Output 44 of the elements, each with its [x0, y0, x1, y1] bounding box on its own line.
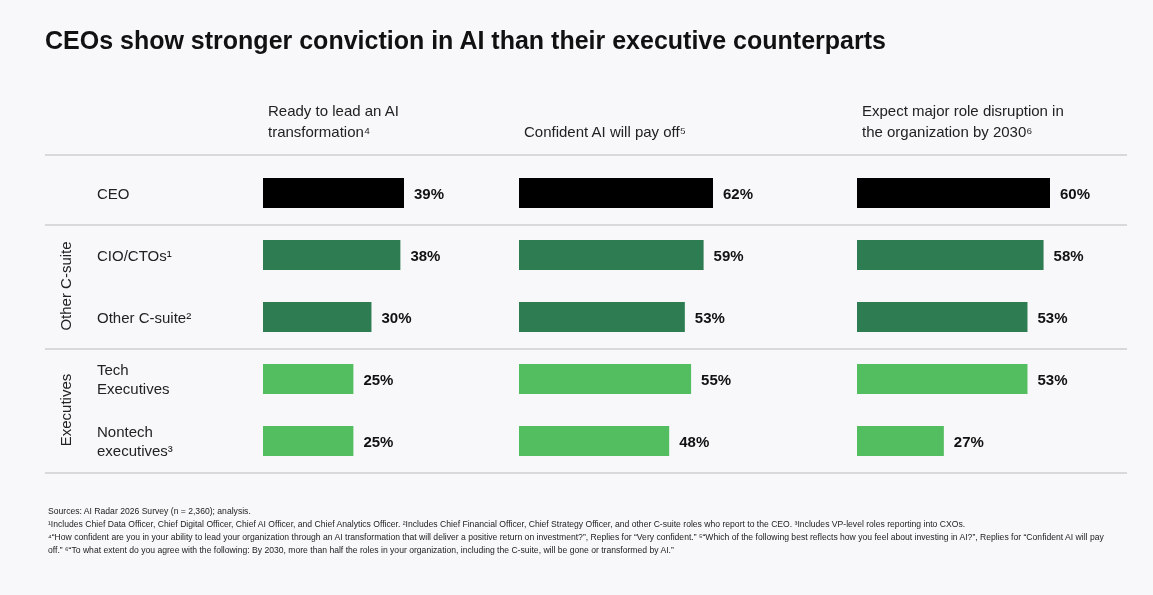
bar	[857, 240, 1044, 270]
data-label: 30%	[381, 308, 412, 326]
bar	[519, 240, 704, 270]
data-label: 25%	[363, 432, 394, 450]
data-label: 62%	[723, 184, 754, 202]
text: Executives	[56, 373, 74, 447]
source-note: Sources: AI Radar 2026 Survey (n = 2,360); analysis.	[48, 505, 252, 518]
text: ¹Includes Chief Data Officer, Chief Digital Officer, Chief AI Officer, and Chief Analytics Officer. ²Includes Chief Financial Officer, Chief Strategy Officer, and other C-suite roles who report to the CEO. ³Includes VP-level roles reporting into CXOs.	[48, 518, 967, 531]
data-label: 53%	[1037, 308, 1068, 326]
y-tick-label: Nontech executives³	[97, 423, 173, 459]
bar	[857, 178, 1050, 208]
data-label: 48%	[679, 432, 710, 450]
data-label: 25%	[363, 370, 394, 388]
bar	[519, 178, 713, 208]
bar	[519, 426, 670, 456]
bar	[263, 426, 354, 456]
bar	[263, 302, 372, 332]
bar	[263, 178, 404, 208]
text: CEOs show stronger conviction in AI than their executive counterparts	[45, 26, 886, 55]
data-label: 53%	[694, 308, 725, 326]
data-label: 39%	[414, 184, 445, 202]
data-label: 27%	[953, 432, 984, 450]
bar	[519, 364, 692, 394]
data-label: 55%	[701, 370, 732, 388]
bar	[857, 364, 1028, 394]
text: ⁴“How confident are you in your ability to lead your organization through an AI transformation that will deliver a positive return on investment?”, Replies for “Very confident.” ⁵“Which of the following best reflects how you feel about investing in AI?”, Replies for “Confident AI will pay off.” ⁶“To what extent do you agree with the following: By 2030, more than half the roles in your organization, including the C-suite, will be gone or transformed by AI.”	[48, 531, 1105, 557]
bar	[519, 302, 685, 332]
data-label: 53%	[1037, 370, 1068, 388]
data-label: 38%	[410, 246, 441, 264]
chart-subtitle: Ready to lead an AI transformation⁴	[268, 102, 404, 140]
data-label: 60%	[1060, 184, 1091, 202]
y-tick-label: CEO	[97, 184, 130, 202]
y-tick-label: Other C-suite²	[97, 308, 192, 326]
text: Other C-suite	[56, 241, 74, 331]
chart-subtitle: Expect major role disruption in the organization by 2030⁶	[862, 102, 1068, 140]
bar	[263, 240, 401, 270]
bar	[857, 302, 1028, 332]
y-tick-label: CIO/CTOs¹	[97, 246, 172, 264]
data-label: 58%	[1053, 246, 1084, 264]
y-tick-label: Tech Executives	[97, 361, 170, 397]
data-label: 59%	[713, 246, 744, 264]
bar	[263, 364, 354, 394]
chart-subtitle: Confident AI will pay off⁵	[524, 123, 686, 140]
bar	[857, 426, 944, 456]
